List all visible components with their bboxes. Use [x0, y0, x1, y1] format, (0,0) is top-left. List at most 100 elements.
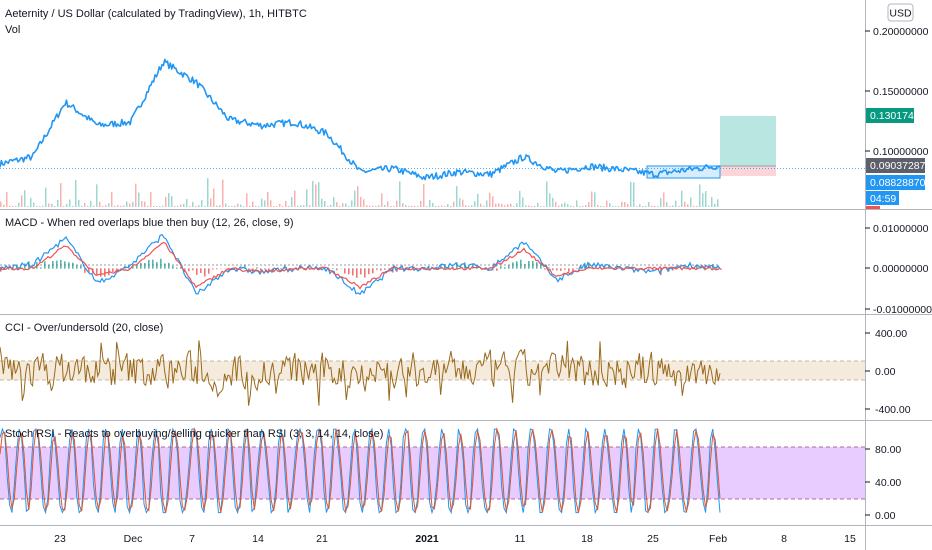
volume-bar	[465, 205, 467, 207]
volume-bar	[480, 203, 482, 207]
volume-bar	[483, 205, 485, 207]
stop-price-marker	[866, 206, 880, 209]
volume-bar	[363, 199, 365, 207]
price-axis[interactable]: 0.20000000 0.15000000 0.10000000	[865, 26, 929, 158]
macd-hist-bar	[204, 268, 206, 277]
volume-bar	[177, 205, 179, 207]
volume-bar	[468, 205, 470, 207]
volume-bar	[15, 205, 17, 207]
macd-hist-bar	[568, 268, 570, 272]
volume-bar	[321, 198, 323, 207]
stoch-tick: 0.00	[875, 510, 896, 522]
stoch-tick: 80.00	[875, 444, 901, 456]
macd-hist-bar	[348, 268, 350, 275]
volume-bar	[66, 204, 68, 207]
macd-hist-bar	[60, 259, 62, 269]
volume-bar	[69, 199, 71, 207]
macd-hist-bar	[212, 268, 214, 270]
volume-bar	[114, 205, 116, 207]
volume-bar	[324, 201, 326, 207]
macd-hist-bar	[84, 268, 86, 273]
volume-bar	[699, 184, 701, 207]
macd-hist-bar	[8, 268, 10, 270]
entry-price-tag: 0.08828870	[866, 175, 926, 190]
cci-line	[0, 340, 721, 406]
volume-bar	[387, 201, 389, 207]
macd-hist-bar	[216, 268, 218, 270]
loss-zone[interactable]	[720, 166, 776, 176]
volume-bar	[540, 205, 542, 207]
macd-hist-bar	[496, 268, 498, 271]
macd-hist-bar	[256, 267, 258, 269]
volume-bar	[546, 181, 548, 207]
volume-bar	[27, 205, 29, 207]
macd-hist-bar	[96, 268, 98, 275]
volume-bar	[78, 200, 80, 207]
volume-bar	[0, 201, 2, 207]
time-axis[interactable]: 23 Dec 7 14 21 2021 11 18 25 Feb 8 15	[54, 533, 856, 545]
volume-bar	[99, 201, 101, 207]
currency-button[interactable]: USD	[887, 3, 914, 22]
volume-bar	[639, 204, 641, 207]
volume-bar	[156, 205, 158, 207]
macd-hist-bar	[192, 268, 194, 271]
volume-bar	[417, 205, 419, 207]
volume-bar	[315, 184, 317, 207]
macd-hist-bar	[696, 264, 698, 269]
volume-bar	[150, 192, 152, 207]
volume-bar	[492, 196, 494, 207]
volume-bar	[369, 205, 371, 207]
stoch-axis[interactable]: 80.00 40.00 0.00	[865, 444, 901, 522]
volume-bar	[174, 205, 176, 207]
volume-bar	[33, 202, 35, 207]
macd-hist-bar	[180, 266, 182, 269]
volume-bar	[306, 189, 308, 207]
macd-hist-bar	[560, 268, 562, 271]
stoch-label: Stoch RSI - Reacts to overbuying/selling…	[5, 428, 383, 440]
macd-hist-bar	[416, 267, 418, 269]
time-label: Dec	[124, 533, 143, 545]
volume-bar	[582, 205, 584, 207]
macd-hist-bar	[188, 268, 190, 272]
volume-bar	[597, 204, 599, 207]
macd-hist-bar	[544, 268, 546, 270]
volume-bar	[534, 205, 536, 207]
volume-bar	[195, 205, 197, 207]
macd-hist-bar	[720, 268, 722, 270]
macd-hist-bar	[152, 259, 154, 269]
macd-hist-bar	[456, 262, 458, 269]
volume-bar	[567, 204, 569, 207]
volume-bar	[522, 197, 524, 207]
profit-zone[interactable]	[720, 116, 776, 166]
volume-bar	[441, 205, 443, 207]
volume-bar	[63, 205, 65, 207]
price-line	[0, 58, 721, 181]
volume-bar	[351, 200, 353, 207]
volume-bar	[75, 180, 77, 207]
macd-hist-bar	[120, 268, 122, 270]
macd-hist-bar	[100, 268, 102, 277]
macd-hist-bar	[304, 268, 306, 269]
volume-bar	[717, 199, 719, 207]
volume-bar	[210, 198, 212, 207]
cci-axis[interactable]: 400.00 0.00 -400.00	[865, 328, 911, 416]
volume-bar	[168, 193, 170, 207]
macd-hist-bar	[200, 268, 202, 273]
volume-bar	[96, 184, 98, 207]
macd-hist-bar	[132, 266, 134, 269]
volume-bar	[42, 205, 44, 207]
stoch-d-line	[0, 427, 721, 514]
svg-text:04:59: 04:59	[870, 193, 896, 205]
macd-hist-bar	[672, 268, 674, 271]
macd-hist-bar	[168, 262, 170, 269]
volume-bar	[108, 203, 110, 207]
volume-bar	[354, 190, 356, 207]
volume-bar	[159, 205, 161, 207]
macd-hist-bar	[176, 267, 178, 269]
macd-hist-bar	[488, 268, 490, 271]
macd-hist-bar	[140, 262, 142, 269]
macd-axis[interactable]: 0.01000000 0.00000000 -0.01000000	[865, 223, 932, 316]
volume-bar	[228, 205, 230, 207]
volume-bar	[543, 205, 545, 207]
macd-hist-bar	[332, 268, 334, 269]
